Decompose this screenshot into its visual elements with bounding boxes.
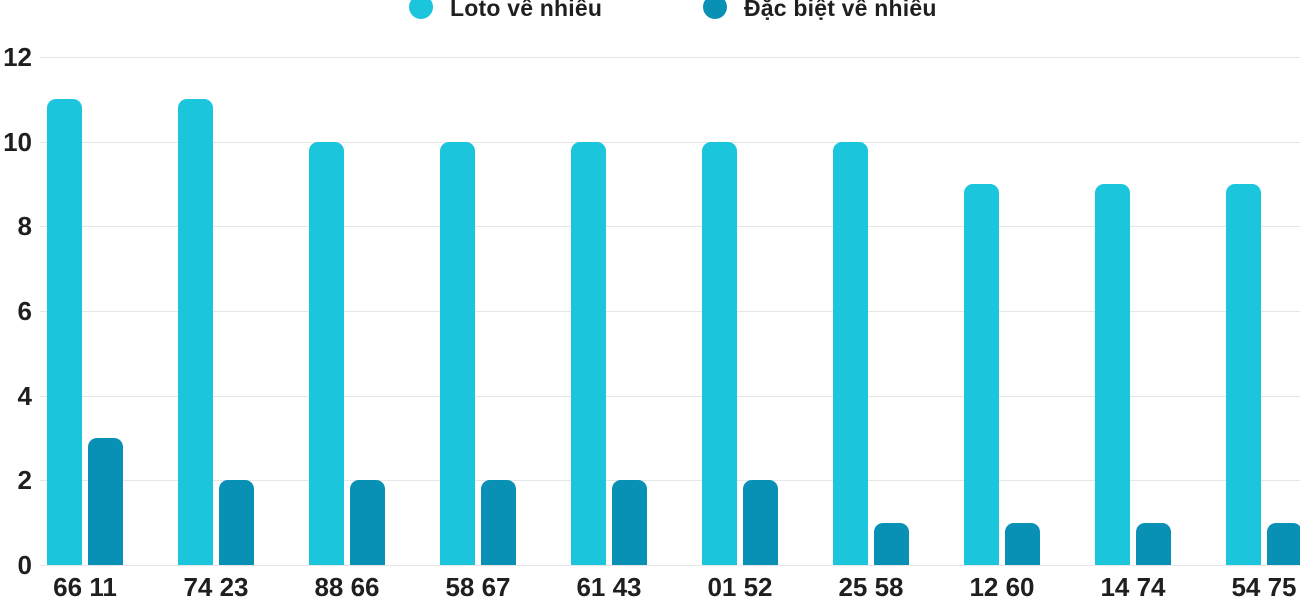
gridline-0 — [40, 565, 1300, 566]
bar-dacbiet-66-11[interactable] — [88, 438, 123, 565]
x-category-label-01-52: 01 52 — [707, 572, 773, 600]
x-category-label-58-67: 58 67 — [445, 572, 511, 600]
x-category-label-74-23: 74 23 — [183, 572, 249, 600]
x-category-label-66-11: 66 11 — [53, 572, 117, 600]
bar-loto-74-23[interactable] — [178, 99, 213, 565]
bar-dacbiet-54-75[interactable] — [1267, 522, 1300, 565]
gridline-4 — [40, 395, 1300, 397]
y-tick-label-2: 2 — [17, 465, 32, 496]
gridline-2 — [40, 480, 1300, 482]
bar-loto-58-67[interactable] — [440, 141, 475, 565]
bar-loto-14-74[interactable] — [1095, 184, 1130, 565]
bar-dacbiet-01-52[interactable] — [743, 480, 778, 565]
legend-item-loto: Loto về nhiều — [409, 0, 602, 22]
bar-loto-54-75[interactable] — [1226, 184, 1261, 565]
bar-dacbiet-88-66[interactable] — [350, 480, 385, 565]
bar-loto-01-52[interactable] — [702, 141, 737, 565]
bar-dacbiet-14-74[interactable] — [1136, 522, 1171, 565]
legend-label-loto: Loto về nhiều — [450, 0, 603, 21]
bar-dacbiet-12-60[interactable] — [1005, 522, 1040, 565]
y-tick-label-4: 4 — [17, 380, 32, 411]
bar-loto-61-43[interactable] — [571, 141, 606, 565]
bar-loto-12-60[interactable] — [964, 184, 999, 565]
y-tick-label-12: 12 — [3, 42, 32, 73]
gridline-8 — [40, 226, 1300, 228]
gridline-6 — [40, 311, 1300, 313]
y-tick-label-0: 0 — [17, 550, 32, 580]
gridline-12 — [40, 57, 1300, 59]
bar-dacbiet-61-43[interactable] — [612, 480, 647, 565]
x-category-label-54-75: 54 75 — [1231, 572, 1297, 600]
legend-swatch-loto-icon — [409, 0, 433, 19]
bar-loto-66-11[interactable] — [47, 99, 82, 565]
x-category-label-61-43: 61 43 — [576, 572, 642, 600]
x-category-label-12-60: 12 60 — [969, 572, 1035, 600]
y-tick-label-6: 6 — [17, 296, 32, 327]
bar-loto-25-58[interactable] — [833, 141, 868, 565]
x-category-label-25-58: 25 58 — [838, 572, 904, 600]
bar-dacbiet-25-58[interactable] — [874, 522, 909, 565]
bar-dacbiet-58-67[interactable] — [481, 480, 516, 565]
gridline-10 — [40, 141, 1300, 143]
legend-item-dacbiet: Đặc biệt về nhiều — [703, 0, 937, 22]
bar-loto-88-66[interactable] — [309, 141, 344, 565]
y-tick-label-10: 10 — [3, 126, 32, 157]
bar-dacbiet-74-23[interactable] — [219, 480, 254, 565]
legend-label-dacbiet: Đặc biệt về nhiều — [744, 0, 937, 21]
y-tick-label-8: 8 — [17, 211, 32, 242]
x-category-label-88-66: 88 66 — [314, 572, 380, 600]
legend-swatch-dacbiet-icon — [703, 0, 727, 19]
x-category-label-14-74: 14 74 — [1100, 572, 1166, 600]
